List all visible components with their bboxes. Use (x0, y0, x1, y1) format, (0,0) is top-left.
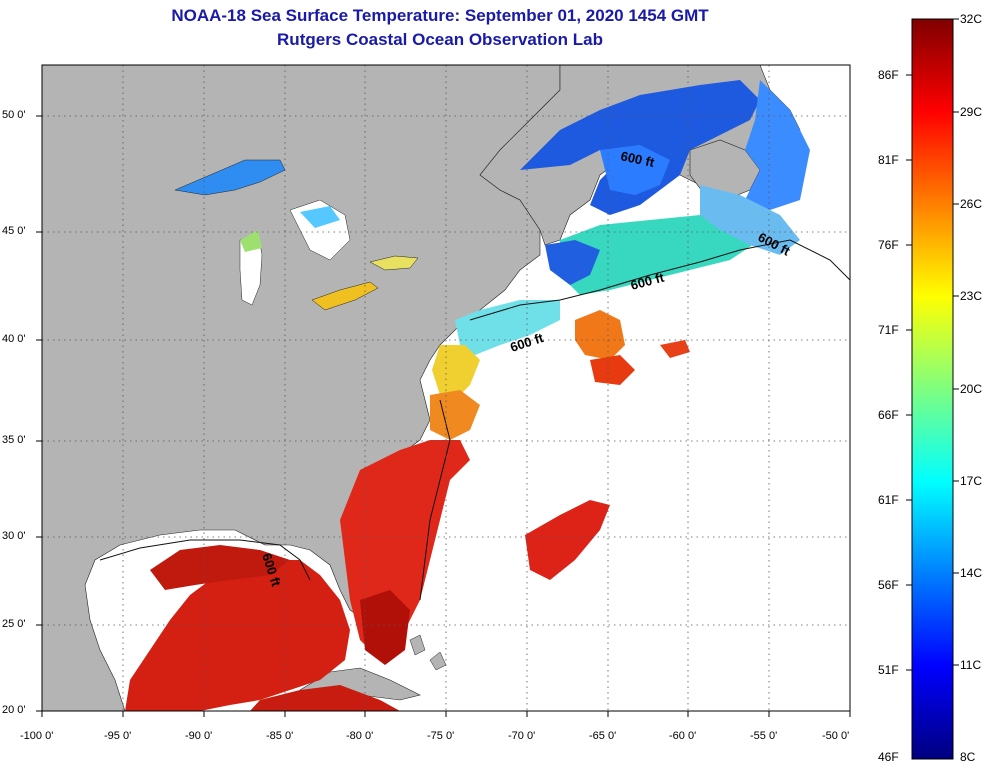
colorbar-fahrenheit-label: 51F (878, 663, 899, 677)
lon-tick-label: -70 0' (508, 730, 536, 742)
lat-tick-label: 25 0' (2, 618, 26, 630)
colorbar-celsius-label: 11C (960, 658, 982, 672)
sst-warm-ring-ne (575, 310, 625, 360)
colorbar (911, 18, 954, 760)
colorbar-fahrenheit-label: 71F (878, 323, 899, 337)
sst-labrador (745, 80, 810, 210)
sst-gulf-mexico (125, 560, 350, 711)
sst-mid-atlantic-shelf (455, 300, 560, 355)
sst-warm-patch-east (660, 340, 690, 358)
colorbar-celsius-label: 8C (960, 750, 976, 764)
lon-tick-label: -90 0' (185, 730, 213, 742)
lon-tick-label: -75 0' (427, 730, 455, 742)
colorbar-ticks (906, 18, 959, 671)
contour-600ft-gulf (99, 539, 311, 581)
lake-huron-sst (300, 206, 340, 228)
sst-grand-banks (700, 185, 800, 255)
colorbar-celsius-label: 23C (960, 289, 983, 303)
sst-scotian-shelf (560, 215, 760, 295)
lake-michigan-sst (240, 230, 262, 252)
lon-tick-label: -100 0' (20, 730, 54, 742)
colorbar-celsius-label: 29C (960, 105, 983, 119)
sst-offshore-patch (525, 500, 610, 580)
colorbar-fahrenheit-label: 66F (878, 408, 899, 422)
colorbar-fahrenheit-label: 61F (878, 493, 899, 507)
contour-600ft-east (419, 399, 451, 601)
colorbar-celsius-label: 17C (960, 474, 983, 488)
lon-tick-label: -60 0' (669, 730, 697, 742)
colorbar-fahrenheit-label: 81F (878, 153, 899, 167)
lat-tick-label: 40 0' (2, 333, 26, 345)
chart-title: NOAA-18 Sea Surface Temperature: Septemb… (171, 6, 709, 25)
lat-tick-label: 35 0' (2, 434, 26, 446)
colorbar-celsius-label: 20C (960, 382, 983, 396)
contour-600ft-northeast (469, 239, 851, 321)
sst-hatteras (430, 390, 480, 440)
lon-tick-label: -55 0' (750, 730, 778, 742)
sst-gulf-mexico-east (150, 545, 290, 590)
lon-tick-label: -80 0' (346, 730, 374, 742)
colorbar-fahrenheit-label: 46F (878, 750, 899, 764)
colorbar-fahrenheit-label: 56F (878, 578, 899, 592)
lon-tick-label: -65 0' (589, 730, 617, 742)
lat-tick-label: 30 0' (2, 530, 26, 542)
lon-tick-label: -50 0' (822, 730, 850, 742)
chart-subtitle: Rutgers Coastal Ocean Observation Lab (277, 30, 603, 49)
sst-gulf-maine (545, 240, 600, 285)
lon-tick-label: -95 0' (104, 730, 132, 742)
lat-tick-label: 20 0' (2, 704, 26, 716)
sst-caribbean (250, 685, 400, 711)
colorbar-fahrenheit-label: 76F (878, 238, 899, 252)
depth-contours (99, 239, 851, 601)
sst-nj-shelf (432, 345, 480, 400)
contour-label: 600 ft (619, 148, 656, 170)
lake-ontario (369, 255, 419, 271)
colorbar-celsius-label: 14C (960, 566, 983, 580)
lon-tick-label: -85 0' (266, 730, 294, 742)
colorbar-fahrenheit-label: 86F (878, 68, 899, 82)
axis-ticks (36, 115, 851, 717)
lake-erie (311, 281, 379, 311)
sst-florida-straits (360, 590, 410, 665)
colorbar-celsius-label: 26C (960, 197, 983, 211)
lat-tick-label: 50 0' (2, 109, 26, 121)
sst-warm-eddy (590, 355, 635, 385)
colorbar-celsius-label: 32C (960, 12, 983, 26)
sst-cold-north (600, 145, 670, 195)
lat-tick-label: 45 0' (2, 225, 26, 237)
